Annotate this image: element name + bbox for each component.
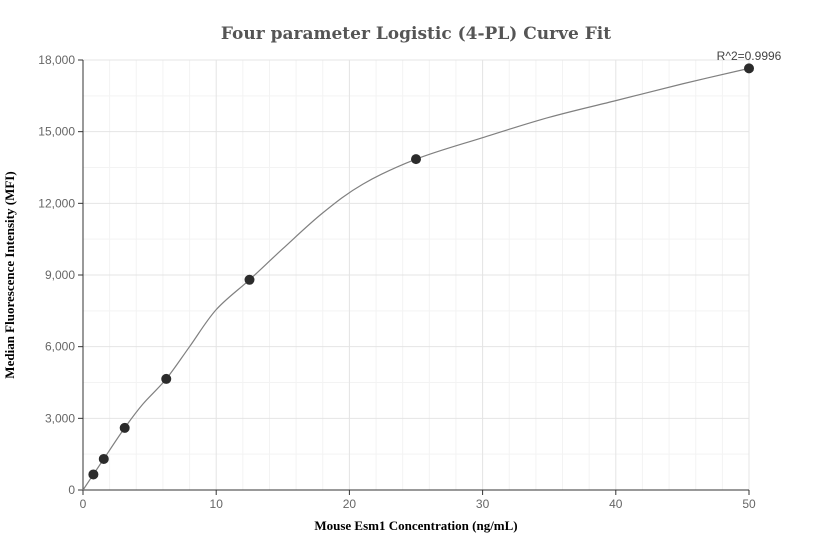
y-tick-label: 6,000 — [45, 340, 75, 354]
y-tick-label: 12,000 — [38, 196, 75, 210]
x-tick-label: 50 — [742, 497, 756, 511]
y-axis-title: Median Fluorescence Intensity (MFI) — [2, 171, 17, 378]
data-point — [244, 274, 255, 285]
data-point — [161, 373, 172, 384]
data-point — [119, 422, 130, 433]
y-tick-label: 18,000 — [38, 53, 75, 67]
x-tick-label: 20 — [343, 497, 357, 511]
axis-ticks: 0 10 20 30 40 50 0 3,000 6,000 9,000 12,000 15,000 1… — [38, 53, 756, 511]
x-axis-title: Mouse Esm1 Concentration (ng/mL) — [314, 518, 517, 533]
r-squared-annotation: R^2=0.9996 — [717, 49, 782, 63]
chart-title: Four parameter Logistic (4-PL) Curve Fit — [221, 24, 611, 44]
x-tick-label: 0 — [80, 497, 87, 511]
x-tick-label: 10 — [210, 497, 224, 511]
data-points — [88, 63, 754, 480]
data-point — [88, 469, 99, 480]
y-tick-label: 15,000 — [38, 125, 75, 139]
data-point — [411, 154, 421, 165]
x-tick-label: 30 — [476, 497, 490, 511]
y-tick-label: 0 — [68, 483, 75, 497]
y-tick-label: 3,000 — [45, 411, 75, 425]
x-tick-label: 40 — [609, 497, 623, 511]
data-point — [744, 63, 754, 74]
data-point — [98, 453, 109, 464]
grid — [82, 59, 750, 491]
y-tick-label: 9,000 — [45, 268, 75, 282]
